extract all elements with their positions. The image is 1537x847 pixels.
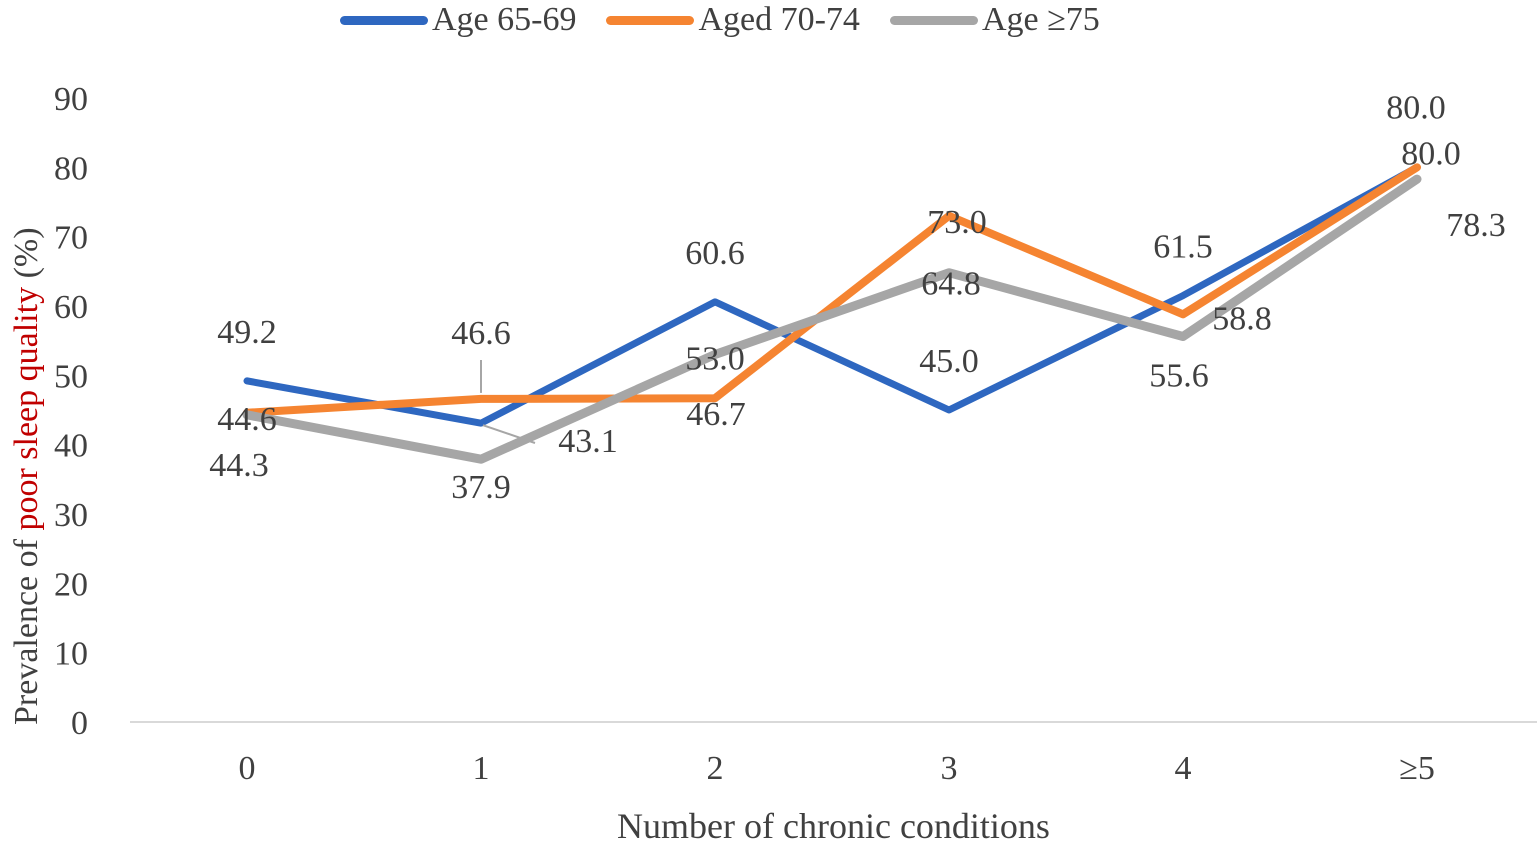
y-tick-label: 70 [54, 220, 88, 257]
y-tick-label: 50 [54, 358, 88, 395]
leader-line [482, 424, 536, 444]
data-label-age-65-69: 43.1 [558, 423, 618, 460]
data-label-age-75-plus: 64.8 [921, 266, 981, 303]
data-label-age-65-69: 61.5 [1153, 229, 1213, 266]
y-axis-title-suffix: (%) [8, 227, 45, 287]
legend-swatch-age-75-plus [889, 15, 978, 25]
y-tick-label: 20 [54, 566, 88, 603]
legend-item-age-65-69: Age 65-69 [340, 1, 576, 39]
series-line-age-75-plus [242, 174, 1422, 464]
legend-swatch-aged-70-74 [606, 15, 695, 25]
data-label-age-65-69: 80.0 [1386, 89, 1446, 126]
x-tick-label: 4 [1175, 750, 1192, 787]
y-tick-label: 30 [54, 497, 88, 534]
data-label-aged-70-74: 44.6 [217, 401, 277, 438]
legend-label-age-75-plus: Age ≥75 [981, 1, 1100, 38]
y-axis-title-prefix: Prevalence of [8, 530, 45, 725]
legend-swatch-age-65-69 [340, 15, 428, 25]
y-tick-label: 80 [54, 150, 88, 187]
legend: Age 65-69 Aged 70-74 Age ≥75 [340, 0, 1130, 40]
legend-item-age-75-plus: Age ≥75 [889, 1, 1100, 39]
x-tick-label: 2 [707, 750, 724, 787]
x-tick-label: 1 [473, 750, 490, 787]
data-label-aged-70-74: 58.8 [1212, 300, 1272, 337]
data-label-age-75-plus: 44.3 [209, 447, 269, 484]
y-tick-label: 40 [54, 428, 88, 465]
data-label-age-75-plus: 37.9 [451, 469, 511, 506]
x-tick-label: ≥5 [1399, 750, 1435, 787]
data-label-aged-70-74: 46.7 [686, 396, 746, 433]
x-tick-label: 3 [941, 750, 958, 787]
data-label-aged-70-74: 80.0 [1401, 135, 1461, 172]
data-label-age-65-69: 60.6 [685, 235, 745, 272]
x-tick-label: 0 [239, 750, 256, 787]
y-tick-label: 90 [54, 81, 88, 118]
data-label-aged-70-74: 46.6 [451, 315, 511, 352]
data-label-age-65-69: 49.2 [217, 314, 277, 351]
legend-label-age-65-69: Age 65-69 [432, 1, 577, 38]
x-axis-title: Number of chronic conditions [617, 806, 1050, 846]
data-label-age-75-plus: 53.0 [685, 341, 745, 378]
series-line-age-65-69 [243, 163, 1421, 427]
data-label-age-75-plus: 55.6 [1149, 358, 1209, 395]
data-label-age-75-plus: 78.3 [1446, 207, 1506, 244]
y-tick-label: 0 [71, 705, 88, 742]
y-tick-label: 10 [54, 636, 88, 673]
y-axis-title: Prevalence of poor sleep quality (%) [8, 227, 46, 725]
series-line-aged-70-74 [243, 163, 1421, 417]
data-label-aged-70-74: 73.0 [927, 204, 987, 241]
legend-label-aged-70-74: Aged 70-74 [698, 1, 860, 38]
legend-item-aged-70-74: Aged 70-74 [606, 1, 860, 39]
y-tick-label: 60 [54, 289, 88, 326]
y-axis-title-highlight: poor sleep quality [8, 286, 45, 531]
data-label-age-65-69: 45.0 [919, 343, 979, 380]
